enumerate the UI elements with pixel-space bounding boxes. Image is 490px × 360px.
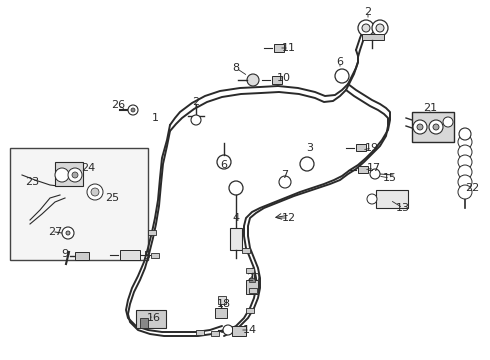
Text: 11: 11: [282, 43, 296, 53]
Circle shape: [458, 175, 472, 189]
Circle shape: [458, 185, 472, 199]
Text: 16: 16: [147, 313, 161, 323]
Bar: [274, 44, 284, 52]
Circle shape: [376, 24, 384, 32]
Text: 14: 14: [243, 325, 257, 335]
Circle shape: [223, 325, 233, 335]
Circle shape: [279, 176, 291, 188]
Circle shape: [459, 128, 471, 140]
Text: 17: 17: [367, 163, 381, 173]
Text: 2: 2: [193, 97, 199, 107]
Circle shape: [433, 124, 439, 130]
Bar: [249, 278, 255, 282]
Circle shape: [413, 120, 427, 134]
Text: 7: 7: [281, 170, 289, 180]
Circle shape: [217, 155, 231, 169]
Circle shape: [247, 74, 259, 86]
Text: 1: 1: [151, 113, 158, 123]
Text: 10: 10: [277, 73, 291, 83]
Bar: [211, 331, 219, 336]
Bar: [412, 112, 454, 142]
Bar: [362, 34, 384, 40]
Text: 13: 13: [396, 203, 410, 213]
Text: 9: 9: [61, 249, 69, 259]
Text: 27: 27: [48, 227, 62, 237]
Text: 6: 6: [220, 160, 227, 170]
Circle shape: [62, 227, 74, 239]
Circle shape: [362, 24, 370, 32]
Text: 5: 5: [144, 251, 150, 261]
Text: 24: 24: [81, 163, 95, 173]
Circle shape: [367, 194, 377, 204]
Bar: [246, 280, 258, 294]
Text: 21: 21: [423, 103, 437, 113]
Bar: [196, 330, 204, 335]
Bar: [358, 166, 368, 173]
Circle shape: [458, 165, 472, 179]
Text: 15: 15: [383, 173, 397, 183]
Text: 8: 8: [232, 63, 240, 73]
Circle shape: [458, 145, 472, 159]
Circle shape: [335, 69, 349, 83]
Bar: [232, 326, 246, 336]
Text: 12: 12: [282, 213, 296, 223]
Bar: [218, 296, 226, 304]
Bar: [215, 308, 227, 318]
Text: 2: 2: [365, 7, 371, 17]
Circle shape: [443, 117, 453, 127]
Circle shape: [191, 115, 201, 125]
Text: 6: 6: [337, 57, 343, 67]
Bar: [55, 162, 83, 186]
Circle shape: [229, 181, 243, 195]
Bar: [10, 148, 148, 260]
Circle shape: [458, 135, 472, 149]
Text: 22: 22: [465, 183, 479, 193]
Bar: [151, 253, 159, 258]
Circle shape: [72, 172, 78, 178]
Text: 20: 20: [246, 273, 260, 283]
Bar: [356, 144, 366, 151]
Bar: [376, 190, 408, 208]
Circle shape: [87, 184, 103, 200]
Circle shape: [91, 188, 99, 196]
Text: 18: 18: [217, 299, 231, 309]
Text: 3: 3: [307, 143, 314, 153]
Bar: [249, 288, 257, 293]
Circle shape: [128, 105, 138, 115]
Text: 23: 23: [25, 177, 39, 187]
Bar: [148, 230, 156, 235]
Circle shape: [458, 155, 472, 169]
Circle shape: [429, 120, 443, 134]
Bar: [75, 252, 89, 260]
Bar: [230, 228, 242, 250]
Text: 4: 4: [232, 213, 240, 223]
Circle shape: [370, 169, 380, 179]
Bar: [140, 318, 148, 328]
Bar: [242, 248, 250, 253]
Circle shape: [372, 20, 388, 36]
Bar: [246, 268, 254, 273]
Bar: [136, 310, 166, 328]
Circle shape: [55, 168, 69, 182]
Text: 25: 25: [105, 193, 119, 203]
Text: 19: 19: [365, 143, 379, 153]
Circle shape: [66, 231, 70, 235]
Bar: [246, 308, 254, 313]
Circle shape: [131, 108, 135, 112]
Circle shape: [300, 157, 314, 171]
Circle shape: [68, 168, 82, 182]
Bar: [120, 250, 140, 260]
Text: 26: 26: [111, 100, 125, 110]
Circle shape: [417, 124, 423, 130]
Circle shape: [358, 20, 374, 36]
Bar: [272, 76, 282, 84]
